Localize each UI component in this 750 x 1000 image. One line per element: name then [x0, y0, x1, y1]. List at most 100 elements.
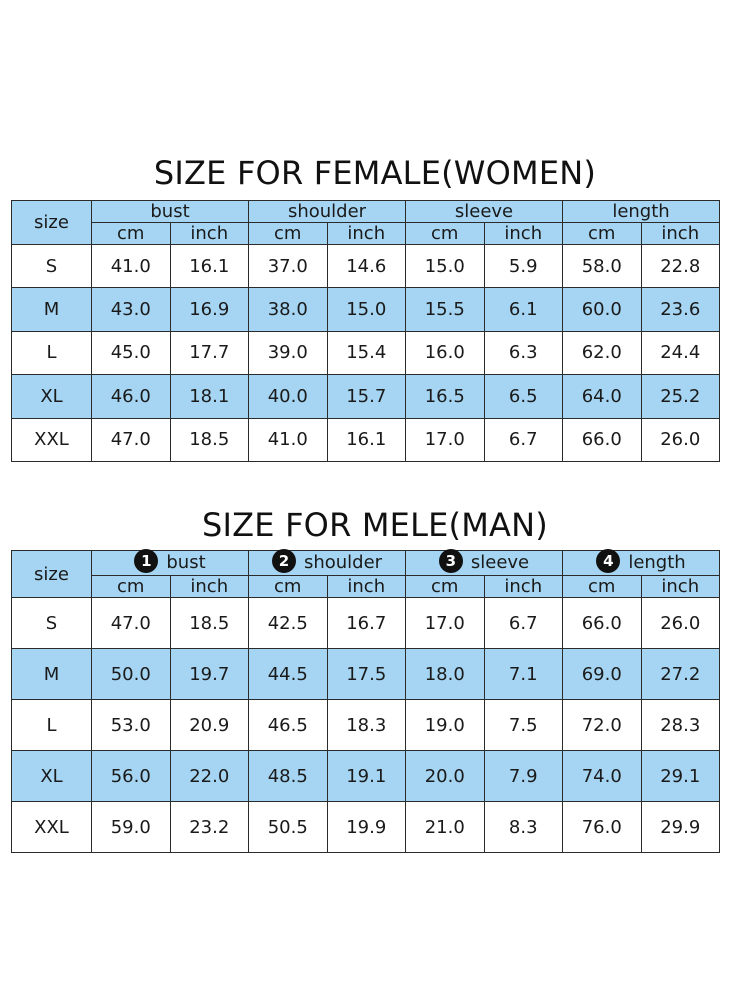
value-cell: 18.5: [169, 417, 249, 463]
table-row: XL 56.0 22.0 48.5 19.1 20.0 7.9 74.0 29.…: [11, 750, 720, 802]
unit-header: cm: [91, 575, 171, 598]
value-cell: 44.5: [248, 648, 328, 700]
value-cell: 18.3: [326, 699, 406, 751]
table-row: S 47.0 18.5 42.5 16.7 17.0 6.7 66.0 26.0: [11, 597, 720, 649]
value-cell: 24.4: [640, 330, 720, 376]
number-two-icon: 2: [271, 549, 296, 573]
value-cell: 6.7: [483, 417, 563, 463]
size-cell: XXL: [11, 801, 92, 853]
unit-header: cm: [562, 222, 642, 245]
number-four-icon: 4: [596, 549, 621, 573]
value-cell: 7.5: [483, 699, 563, 751]
size-cell: S: [11, 597, 92, 649]
size-cell: L: [11, 330, 92, 376]
value-cell: 22.0: [169, 750, 249, 802]
size-cell: L: [11, 699, 92, 751]
table-row: XXL 59.0 23.2 50.5 19.9 21.0 8.3 76.0 29…: [11, 801, 720, 853]
value-cell: 25.2: [640, 374, 720, 419]
value-cell: 28.3: [640, 699, 720, 751]
value-cell: 16.5: [405, 374, 485, 419]
unit-header: inch: [169, 222, 249, 245]
value-cell: 62.0: [562, 330, 642, 376]
value-cell: 17.5: [326, 648, 406, 700]
value-cell: 17.0: [405, 417, 485, 463]
value-cell: 5.9: [483, 243, 563, 289]
value-cell: 29.1: [640, 750, 720, 802]
value-cell: 48.5: [248, 750, 328, 802]
unit-header: inch: [326, 575, 406, 598]
bust-header: bust: [91, 200, 249, 223]
value-cell: 22.8: [640, 243, 720, 289]
value-cell: 56.0: [91, 750, 171, 802]
value-cell: 23.6: [640, 287, 720, 332]
value-cell: 58.0: [562, 243, 642, 289]
table-row: L 45.0 17.7 39.0 15.4 16.0 6.3 62.0 24.4: [11, 330, 720, 376]
value-cell: 7.1: [483, 648, 563, 700]
female-size-table: size bust shoulder sleeve length cm inch…: [11, 200, 720, 463]
value-cell: 19.9: [326, 801, 406, 853]
value-cell: 18.5: [169, 597, 249, 649]
value-cell: 14.6: [326, 243, 406, 289]
value-cell: 41.0: [91, 243, 171, 289]
shoulder-header: shoulder: [248, 200, 406, 223]
table-row: M 50.0 19.7 44.5 17.5 18.0 7.1 69.0 27.2: [11, 648, 720, 700]
table-row: L 53.0 20.9 46.5 18.3 19.0 7.5 72.0 28.3: [11, 699, 720, 751]
length-label: length: [628, 552, 686, 573]
value-cell: 17.0: [405, 597, 485, 649]
value-cell: 15.7: [326, 374, 406, 419]
value-cell: 15.0: [405, 243, 485, 289]
size-cell: XXL: [11, 417, 92, 463]
sleeve-header: 3 sleeve: [405, 549, 563, 576]
size-cell: S: [11, 243, 92, 289]
value-cell: 42.5: [248, 597, 328, 649]
value-cell: 50.0: [91, 648, 171, 700]
value-cell: 41.0: [248, 417, 328, 463]
value-cell: 64.0: [562, 374, 642, 419]
value-cell: 6.7: [483, 597, 563, 649]
sleeve-label: sleeve: [470, 552, 530, 573]
value-cell: 29.9: [640, 801, 720, 853]
value-cell: 21.0: [405, 801, 485, 853]
value-cell: 15.5: [405, 287, 485, 332]
unit-header: cm: [91, 222, 171, 245]
unit-header: cm: [248, 575, 328, 598]
value-cell: 74.0: [562, 750, 642, 802]
value-cell: 16.7: [326, 597, 406, 649]
size-cell: XL: [11, 750, 92, 802]
value-cell: 8.3: [483, 801, 563, 853]
size-cell: XL: [11, 374, 92, 419]
number-one-icon: 1: [134, 549, 159, 573]
sleeve-header: sleeve: [405, 200, 563, 223]
unit-header: cm: [405, 575, 485, 598]
value-cell: 6.5: [483, 374, 563, 419]
value-cell: 6.1: [483, 287, 563, 332]
male-size-title: SIZE FOR MELE(MAN): [202, 506, 548, 544]
value-cell: 27.2: [640, 648, 720, 700]
value-cell: 15.4: [326, 330, 406, 376]
size-header: size: [11, 550, 92, 598]
value-cell: 7.9: [483, 750, 563, 802]
value-cell: 6.3: [483, 330, 563, 376]
female-size-title: SIZE FOR FEMALE(WOMEN): [153, 154, 597, 192]
unit-header: cm: [248, 222, 328, 245]
value-cell: 23.2: [169, 801, 249, 853]
bust-label: bust: [166, 552, 206, 573]
value-cell: 19.0: [405, 699, 485, 751]
value-cell: 16.1: [169, 243, 249, 289]
unit-header: inch: [640, 575, 720, 598]
number-three-icon: 3: [438, 549, 463, 573]
value-cell: 60.0: [562, 287, 642, 332]
value-cell: 76.0: [562, 801, 642, 853]
value-cell: 53.0: [91, 699, 171, 751]
value-cell: 40.0: [248, 374, 328, 419]
value-cell: 46.5: [248, 699, 328, 751]
value-cell: 16.1: [326, 417, 406, 463]
size-cell: M: [11, 287, 92, 332]
unit-header: cm: [405, 222, 485, 245]
unit-header: inch: [483, 575, 563, 598]
value-cell: 59.0: [91, 801, 171, 853]
table-row: XL 46.0 18.1 40.0 15.7 16.5 6.5 64.0 25.…: [11, 374, 720, 419]
value-cell: 43.0: [91, 287, 171, 332]
value-cell: 26.0: [640, 417, 720, 463]
value-cell: 18.1: [169, 374, 249, 419]
